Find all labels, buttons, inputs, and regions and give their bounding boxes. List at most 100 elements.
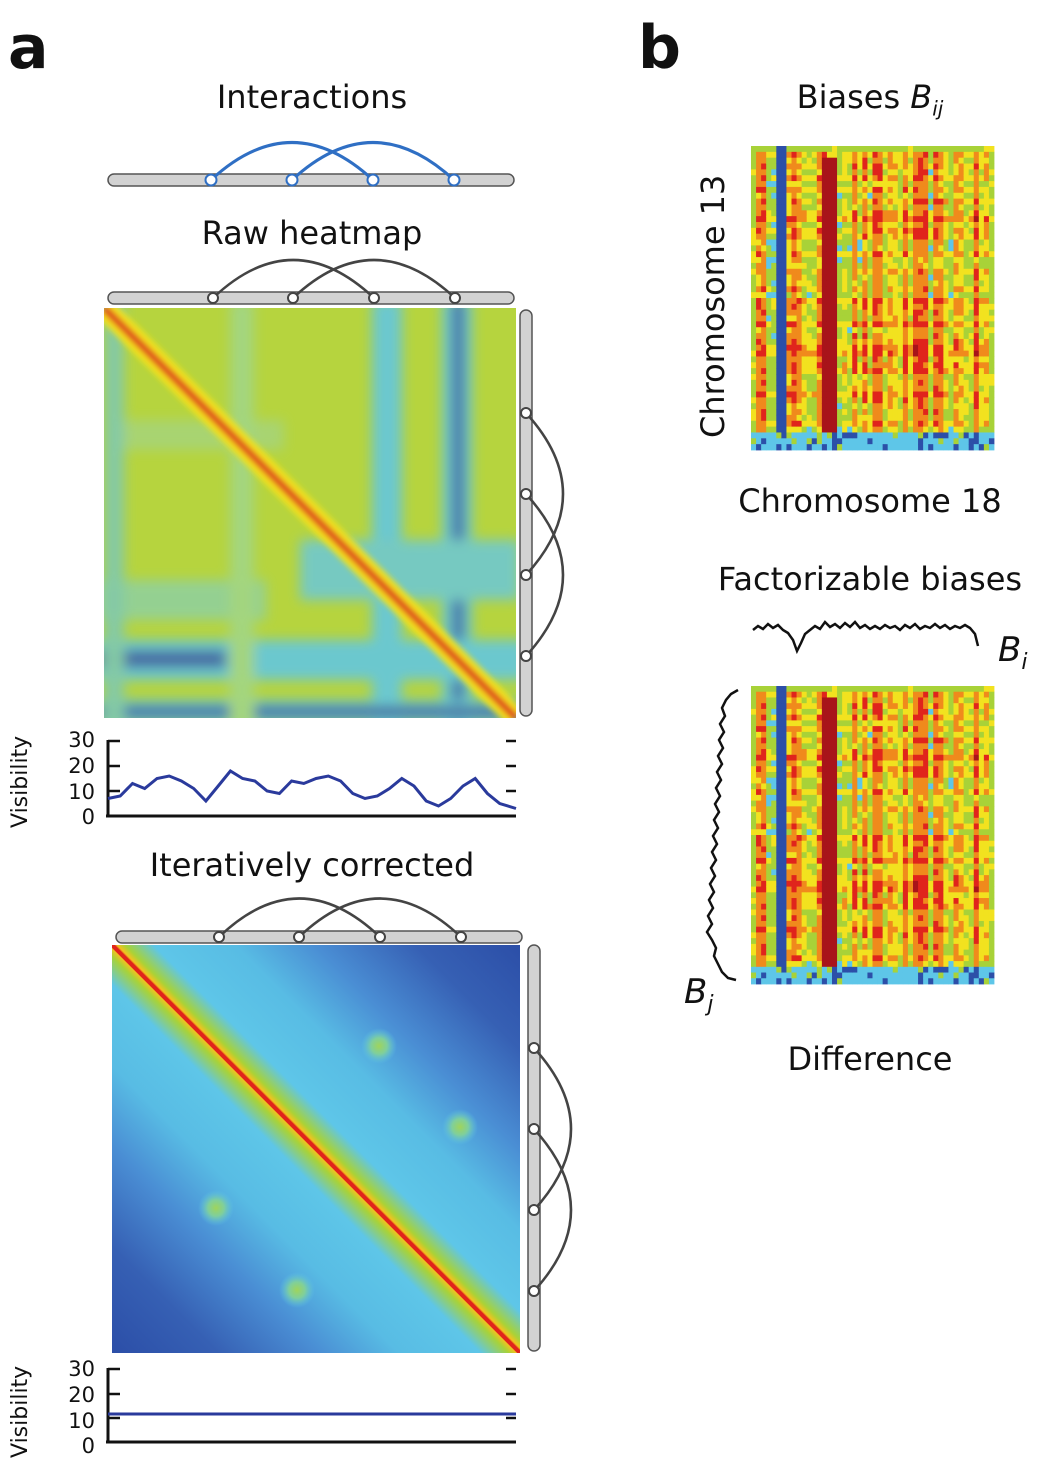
heatmap-cell: [862, 932, 868, 939]
heatmap-cell: [918, 932, 924, 939]
heatmap-cell: [776, 703, 782, 710]
heatmap-cell: [943, 869, 949, 876]
heatmap-cell: [756, 257, 762, 264]
heatmap-cell: [756, 714, 762, 721]
heatmap-cell: [867, 420, 873, 428]
heatmap-cell: [948, 268, 954, 276]
heatmap-cell: [882, 777, 889, 784]
heatmap-cell: [776, 714, 782, 721]
heatmap-cell: [928, 943, 934, 951]
heatmap-cell: [953, 771, 959, 779]
heatmap-cell: [801, 409, 808, 416]
heatmap-cell: [983, 233, 990, 240]
heatmap-cell: [857, 151, 863, 159]
heatmap-cell: [953, 169, 959, 176]
heatmap-cell: [811, 720, 818, 727]
heatmap-cell: [756, 274, 762, 281]
heatmap-cell: [988, 298, 995, 305]
heatmap-cell: [913, 251, 919, 258]
heatmap-cell: [897, 257, 904, 264]
heatmap-cell: [892, 731, 899, 738]
heatmap-cell: [751, 743, 757, 750]
heatmap-cell: [882, 840, 889, 847]
heatmap-cell: [852, 175, 858, 182]
heatmap-cell: [761, 309, 767, 316]
heatmap-cell: [907, 961, 914, 968]
heatmap-cell: [897, 806, 904, 813]
heatmap-cell: [892, 157, 899, 164]
heatmap-cell: [862, 863, 868, 870]
heatmap-cell: [842, 771, 848, 779]
heatmap-cell: [751, 233, 757, 240]
heatmap-cell: [776, 766, 782, 773]
heatmap-cell: [826, 344, 833, 352]
heatmap-cell: [791, 829, 797, 836]
heatmap-cell: [872, 181, 878, 188]
heatmap-cell: [968, 216, 975, 223]
heatmap-cell: [943, 966, 949, 973]
heatmap-cell: [877, 163, 884, 170]
heatmap-cell: [786, 438, 792, 445]
heatmap-cell: [806, 151, 813, 159]
heatmap-cell: [852, 892, 858, 899]
heatmap-cell: [963, 210, 970, 217]
heatmap-cell: [968, 760, 975, 767]
heatmap-cell: [776, 760, 782, 767]
heatmap-cell: [776, 298, 782, 305]
heatmap-cell: [816, 771, 823, 779]
heatmap-cell: [801, 391, 808, 398]
heatmap-cell: [897, 414, 904, 422]
heatmap-cell: [791, 309, 797, 316]
heatmap-cell: [801, 920, 808, 928]
heatmap-cell: [872, 175, 878, 182]
heatmap-cell: [877, 909, 884, 916]
heatmap-cell: [963, 309, 970, 316]
heatmap-cell: [771, 192, 777, 200]
heatmap-cell: [928, 251, 934, 258]
heatmap-cell: [897, 181, 904, 188]
heatmap-cell: [968, 280, 975, 287]
heatmap-cell: [756, 245, 762, 252]
heatmap-cell: [968, 146, 975, 153]
heatmap-cell: [781, 286, 787, 293]
heatmap-cell: [801, 268, 808, 276]
heatmap-cell: [958, 379, 965, 387]
heatmap-cell: [801, 163, 808, 170]
heatmap-cell: [948, 426, 954, 433]
heatmap-cell: [938, 379, 944, 387]
heatmap-cell: [857, 280, 863, 287]
heatmap-cell: [862, 257, 868, 264]
heatmap-cell: [852, 857, 858, 865]
heatmap-cell: [887, 800, 894, 807]
heatmap-cell: [923, 175, 929, 182]
heatmap-cell: [751, 274, 757, 281]
heatmap-cell: [938, 151, 944, 159]
heatmap-cell: [781, 903, 787, 910]
heatmap-cell: [832, 409, 838, 416]
heatmap-cell: [913, 869, 919, 876]
heatmap-cell: [892, 875, 899, 882]
heatmap-cell: [867, 327, 873, 334]
heatmap-cell: [781, 966, 787, 973]
heatmap-cell: [766, 175, 772, 182]
heatmap-cell: [826, 949, 833, 956]
heatmap-cell: [963, 444, 970, 451]
heatmap-cell: [771, 949, 777, 956]
heatmap-cell: [801, 812, 808, 819]
heatmap-cell: [796, 292, 803, 299]
heatmap-cell: [923, 204, 929, 211]
heatmap-cell: [821, 909, 828, 916]
heatmap-cell: [786, 920, 792, 928]
heatmap-cell: [928, 760, 934, 767]
heatmap-cell: [811, 783, 818, 790]
heatmap-cell: [918, 157, 924, 164]
heatmap-cell: [766, 432, 772, 439]
heatmap-cell: [847, 817, 853, 824]
heatmap-cell: [776, 204, 782, 211]
heatmap-cell: [821, 898, 828, 905]
heatmap-cell: [756, 932, 762, 939]
heatmap-cell: [837, 829, 843, 836]
heatmap-cell: [821, 146, 828, 153]
heatmap-cell: [923, 362, 929, 369]
heatmap-cell: [811, 898, 818, 905]
